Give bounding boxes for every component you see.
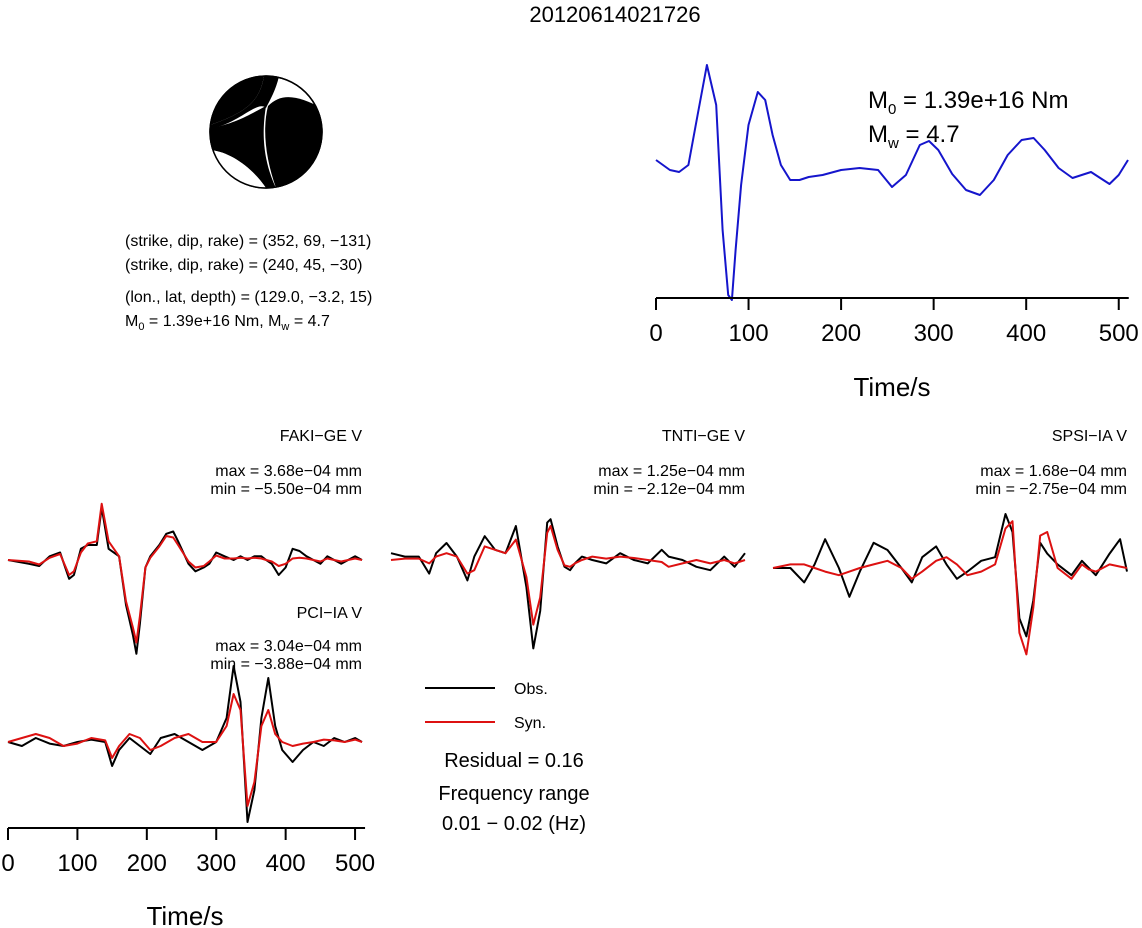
plot-pci: 0 100 200 300 400 500 <box>1 665 375 877</box>
station-header-tnti: TNTI−GE V max = 1.25e−04 mm min = −2.12e… <box>593 428 745 498</box>
observed-trace-spsi <box>773 513 1128 638</box>
frequency-range-value: 0.01 − 0.02 (Hz) <box>442 813 586 835</box>
station-header-spsi: SPSI−IA V max = 1.68e−04 mm min = −2.75e… <box>975 428 1127 498</box>
figure-title: 20120614021726 <box>529 2 700 27</box>
stf-trace-stf <box>655 64 1129 301</box>
stf-m0-label: M0 = 1.39e+16 Nm <box>868 87 1068 118</box>
x-tick-label: 300 <box>914 320 954 347</box>
x-tick-label: 100 <box>729 320 769 347</box>
beachball-quadrant-e <box>265 97 322 188</box>
station-name: FAKI−GE V <box>280 428 363 445</box>
x-tick-label: 0 <box>1 850 14 877</box>
station-name: PCI−IA V <box>297 605 363 622</box>
beachball-quadrant-nw2 <box>210 76 279 128</box>
stf-mw-label: Mw = 4.7 <box>868 121 960 152</box>
station-min: min = −2.12e−04 mm <box>593 481 745 498</box>
stf-xlabel: Time/s <box>853 372 930 402</box>
station-max: max = 1.68e−04 mm <box>980 463 1127 480</box>
frequency-range-title: Frequency range <box>438 783 589 805</box>
plot-tnti <box>390 518 746 650</box>
x-tick-label: 200 <box>821 320 861 347</box>
plot-spsi <box>772 513 1128 656</box>
pci-xlabel: Time/s <box>146 901 223 928</box>
source-moment-line: M0 = 1.39e+16 Nm, Mw = 4.7 <box>125 313 330 333</box>
x-tick-label: 400 <box>266 850 306 877</box>
station-name: TNTI−GE V <box>662 428 745 445</box>
x-tick-label: 0 <box>649 320 662 347</box>
beachball <box>209 75 323 189</box>
observed-trace-tnti <box>390 518 746 650</box>
synthetic-trace-spsi <box>772 520 1128 656</box>
synthetic-trace-tnti <box>390 525 746 626</box>
stf-panel: M0 = 1.39e+16 Nm Mw = 4.7 Time/s <box>853 87 1068 402</box>
x-tick-label: 400 <box>1006 320 1046 347</box>
x-tick-label: 200 <box>127 850 167 877</box>
x-tick-label: 100 <box>57 850 97 877</box>
x-tick-label: 500 <box>335 850 375 877</box>
source-location: (lon., lat, depth) = (129.0, −3.2, 15) <box>125 289 372 306</box>
legend-syn-label: Syn. <box>514 715 546 732</box>
x-tick-label: 500 <box>1099 320 1139 347</box>
station-name: SPSI−IA V <box>1052 428 1127 445</box>
station-header-pci: PCI−IA V max = 3.04e−04 mm min = −3.88e−… <box>210 605 362 673</box>
station-max: max = 1.25e−04 mm <box>598 463 745 480</box>
station-header-faki: FAKI−GE V max = 3.68e−04 mm min = −5.50e… <box>210 428 362 498</box>
station-max: max = 3.04e−04 mm <box>215 638 362 655</box>
legend-obs-label: Obs. <box>514 681 548 698</box>
synthetic-trace-pci <box>7 693 363 807</box>
beachball-quadrant-center <box>210 106 276 188</box>
station-max: max = 3.68e−04 mm <box>215 463 362 480</box>
synthetic-trace-faki <box>7 502 363 644</box>
x-tick-label: 300 <box>196 850 236 877</box>
station-min: min = −5.50e−04 mm <box>210 481 362 498</box>
legend: Obs. Syn. Residual = 0.16 Frequency rang… <box>425 681 590 835</box>
waveform-plots: 0 100 200 300 400 500 0 100 200 300 400 500 <box>1 64 1139 877</box>
station-min: min = −2.75e−04 mm <box>975 481 1127 498</box>
nodal-plane-2: (strike, dip, rake) = (240, 45, −30) <box>125 257 362 274</box>
plot-stf: 0 100 200 300 400 500 <box>649 64 1139 347</box>
station-min: min = −3.88e−04 mm <box>210 656 362 673</box>
observed-trace-faki <box>7 506 363 655</box>
nodal-plane-1: (strike, dip, rake) = (352, 69, −131) <box>125 233 371 250</box>
residual-text: Residual = 0.16 <box>444 750 584 772</box>
plot-faki <box>7 502 363 655</box>
